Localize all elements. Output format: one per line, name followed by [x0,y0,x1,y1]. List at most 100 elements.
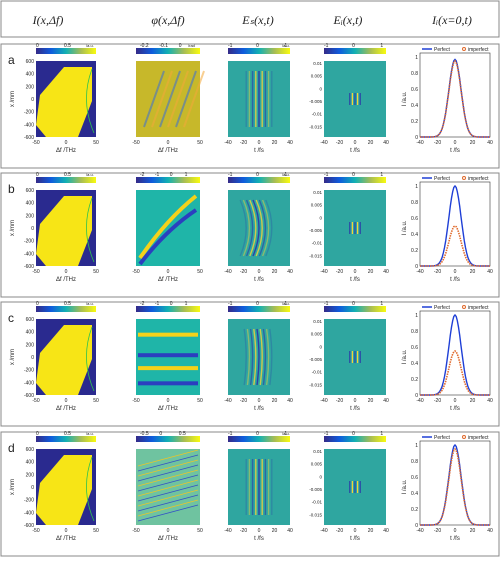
field-fringe [252,199,260,257]
phase-line [137,499,199,517]
field-colorbar [324,306,386,312]
x-axis-label: x /mm [10,349,16,365]
x-tick: 0 [31,355,34,361]
profile-y-tick: 0.4 [411,232,418,238]
time-tick: -40 [416,528,423,534]
cb-tick: -0.5 [140,431,149,437]
time-tick: 40 [383,140,389,146]
phase-colorbar [136,177,200,183]
cb-tick: 1 [284,301,287,307]
cb-tick: -1 [228,301,233,307]
ei-tick: 0 [319,86,322,91]
x-tick: 200 [26,213,35,219]
cb-tick: 0 [36,172,39,178]
x-tick: -400 [24,380,34,386]
cb-unit: /a.u. [282,43,290,48]
legend-imperfect: imperfect [468,47,489,53]
cb-tick: 1 [380,43,383,49]
phase-line [137,464,199,482]
freq-tick: -50 [32,398,39,404]
cb-tick: 1 [185,301,188,307]
time-tick: -40 [416,269,423,275]
time-tick: 20 [272,398,278,404]
x-tick: 0 [31,97,34,103]
time-tick: 0 [454,398,457,404]
freq-axis-label: Δf /THz [56,148,76,154]
time-axis-label: t /fs [450,536,460,542]
freq-tick: 50 [93,269,99,275]
cb-tick: 0 [159,431,162,437]
time-tick: 20 [470,398,476,404]
time-tick: -20 [434,528,441,534]
cb-tick: 1 [284,172,287,178]
freq-tick: 0 [65,398,68,404]
cb-tick: 0 [179,43,182,49]
ei-tick: -0.01 [312,370,323,375]
profile-curve [420,447,490,526]
time-tick: 0 [454,528,457,534]
freq-tick: 0 [65,269,68,275]
field-fringe [256,328,260,386]
x-axis-label: x /mm [10,220,16,236]
freq-tick: -50 [32,269,39,275]
legend-imperfect-swatch [462,435,466,439]
field-colorbar [228,436,290,442]
time-tick: 40 [487,140,493,146]
time-axis-label: t /fs [254,536,264,542]
row-label: a [8,53,15,67]
field-colorbar [324,436,386,442]
cb-tick: -1 [155,172,160,178]
profile-plot [419,310,491,396]
intensity-region [36,325,92,395]
phase-band [138,208,198,266]
time-axis-label: t /fs [254,277,264,283]
time-tick: 40 [383,528,389,534]
cb-tick: -1 [324,301,329,307]
field-fringe [245,199,254,257]
profile-y-tick: 0 [415,523,418,529]
profile-plot [419,181,491,267]
header-box [0,0,500,38]
profile-y-tick: 0 [415,135,418,141]
phase-line [137,474,199,492]
time-tick: 40 [487,269,493,275]
cb-tick: 0 [36,43,39,49]
time-tick: -40 [320,398,327,404]
x-tick: 200 [26,342,35,348]
freq-axis-label: Δf /THz [158,277,178,283]
phase-step [138,353,198,358]
x-tick: -400 [24,251,34,257]
phase-line [137,469,199,487]
time-tick: 0 [258,528,261,534]
phase-colorbar [136,436,200,442]
profile-y-label: I /a.u. [402,220,408,235]
time-tick: -20 [434,269,441,275]
time-tick: -40 [224,140,231,146]
cb-tick: -1 [155,301,160,307]
field-fringe [265,328,270,386]
time-tick: 0 [454,269,457,275]
profile-y-tick: 1 [415,184,418,190]
profile-y-tick: 0 [415,264,418,270]
phase-step [138,381,198,386]
time-tick: 40 [287,398,293,404]
profile-y-tick: 0.2 [411,507,418,513]
cb-tick: 0 [36,431,39,437]
freq-tick: 50 [93,528,99,534]
freq-axis-label: Δf /THz [158,536,178,542]
time-axis-label: t /fs [350,406,360,412]
time-tick: 40 [383,269,389,275]
cb-tick: -0.1 [159,43,168,49]
field-colorbar [324,177,386,183]
time-axis-label: t /fs [254,148,264,154]
cb-tick: 0.5 [64,301,71,307]
x-tick: -400 [24,122,34,128]
cb-tick: -1 [324,172,329,178]
legend-imperfect-swatch [462,47,466,51]
time-tick: -40 [224,269,231,275]
x-tick: -200 [24,239,34,245]
